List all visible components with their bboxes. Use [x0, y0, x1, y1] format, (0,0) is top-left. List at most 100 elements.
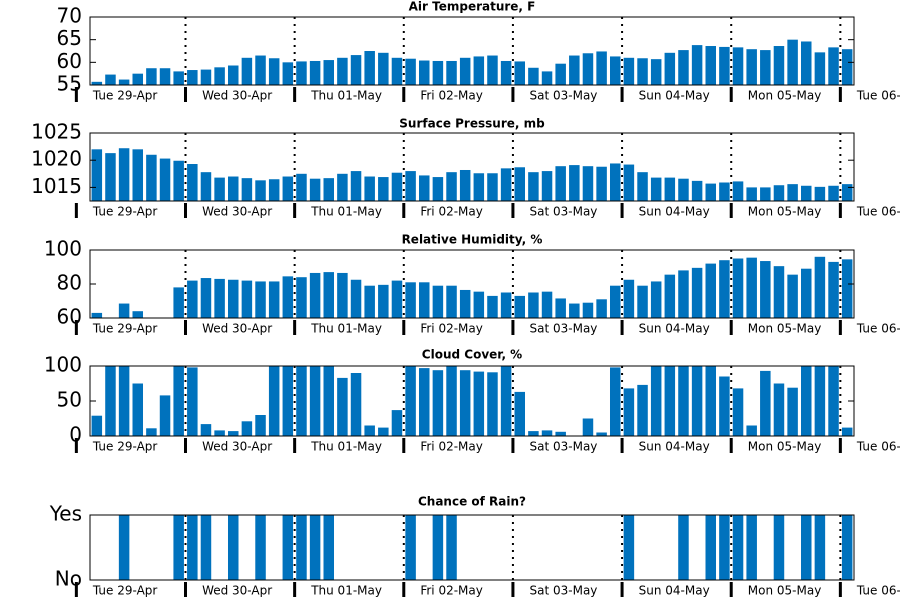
bar [309, 366, 321, 436]
bar [541, 291, 553, 318]
bar [773, 383, 785, 436]
day-tick [402, 582, 406, 597]
x-tick-label: Tue 29-Apr [92, 205, 157, 219]
bar [132, 73, 144, 85]
bar [105, 74, 116, 85]
day-tick [402, 438, 406, 453]
bar [118, 148, 130, 201]
bar [91, 415, 103, 436]
bar [296, 61, 307, 85]
bar [391, 172, 403, 201]
bar [732, 258, 744, 318]
bars [91, 256, 853, 318]
bar [132, 383, 144, 436]
bar [732, 388, 744, 436]
x-tick-label: Mon 05-May [748, 322, 822, 336]
bar [609, 367, 621, 436]
bar [609, 163, 621, 201]
bar [405, 515, 416, 580]
bar [555, 431, 566, 436]
bar [705, 515, 717, 580]
bar [678, 178, 689, 201]
bar [268, 58, 280, 85]
y-tick-label: 100 [44, 237, 82, 261]
bar [664, 274, 676, 318]
bar [459, 289, 471, 318]
bar [746, 49, 757, 85]
bar [227, 65, 239, 85]
bar [405, 366, 416, 436]
bar [746, 515, 757, 580]
bar [132, 311, 144, 318]
day-tick [620, 438, 624, 453]
bar [814, 186, 826, 201]
day-tick [620, 320, 624, 335]
bar [378, 177, 389, 201]
day-tick [511, 582, 515, 597]
x-tick-label: Fri 02-May [420, 89, 483, 103]
day-tick [620, 203, 624, 218]
bar [582, 418, 594, 436]
x-tick-label: Sat 03-May [530, 322, 598, 336]
bar [418, 368, 430, 436]
bar [227, 431, 239, 436]
bar [432, 515, 444, 580]
y-tick-label: 50 [57, 388, 82, 412]
bars [91, 366, 853, 436]
x-tick-label: Sun 04-May [639, 322, 710, 336]
x-tick-label: Fri 02-May [420, 440, 483, 454]
bar [459, 370, 471, 436]
day-tick [511, 87, 515, 102]
bar [200, 515, 212, 580]
panel-title: Relative Humidity, % [402, 233, 543, 247]
bar [473, 291, 485, 318]
bar [309, 60, 321, 85]
x-tick-label: Wed 30-Apr [202, 89, 272, 103]
bar [255, 515, 266, 580]
bar [582, 53, 594, 85]
bar [405, 171, 416, 201]
bar [514, 167, 526, 201]
bar [732, 181, 744, 201]
bar [732, 47, 744, 85]
panel: Relative Humidity, % 60 80 100 Tue 29-Apr Wed… [44, 233, 900, 336]
bar [596, 299, 607, 318]
bar [241, 178, 253, 201]
bar [255, 415, 266, 436]
x-tick-label: Sat 03-May [530, 584, 598, 598]
bar [773, 266, 785, 318]
day-tick [402, 203, 406, 218]
bar [760, 370, 771, 436]
day-tick [729, 87, 733, 102]
bar [323, 60, 335, 85]
day-tick [184, 87, 187, 102]
y-tick-label: Yes [49, 502, 82, 526]
x-tick-label: Thu 01-May [310, 584, 382, 598]
bar [528, 431, 539, 436]
bar [637, 58, 648, 85]
day-tick [729, 203, 733, 218]
bar [173, 287, 184, 318]
bar [159, 158, 171, 201]
x-tick-label: Thu 01-May [310, 440, 382, 454]
bar [337, 377, 348, 436]
bar [309, 272, 321, 318]
bar [255, 55, 266, 85]
bar [446, 60, 457, 85]
bar [378, 284, 389, 318]
bar [623, 388, 635, 436]
day-tick [729, 438, 733, 453]
bar [623, 279, 635, 318]
bar [405, 58, 416, 85]
bar [650, 281, 662, 318]
bar [487, 372, 498, 436]
y-tick-label: 60 [57, 49, 82, 73]
bar [691, 180, 703, 201]
bar [405, 282, 416, 318]
bar [678, 50, 689, 85]
bar [337, 272, 348, 318]
day-tick [293, 582, 297, 597]
bar [596, 432, 607, 436]
panel-title: Surface Pressure, mb [399, 117, 545, 131]
day-tick [511, 320, 515, 335]
